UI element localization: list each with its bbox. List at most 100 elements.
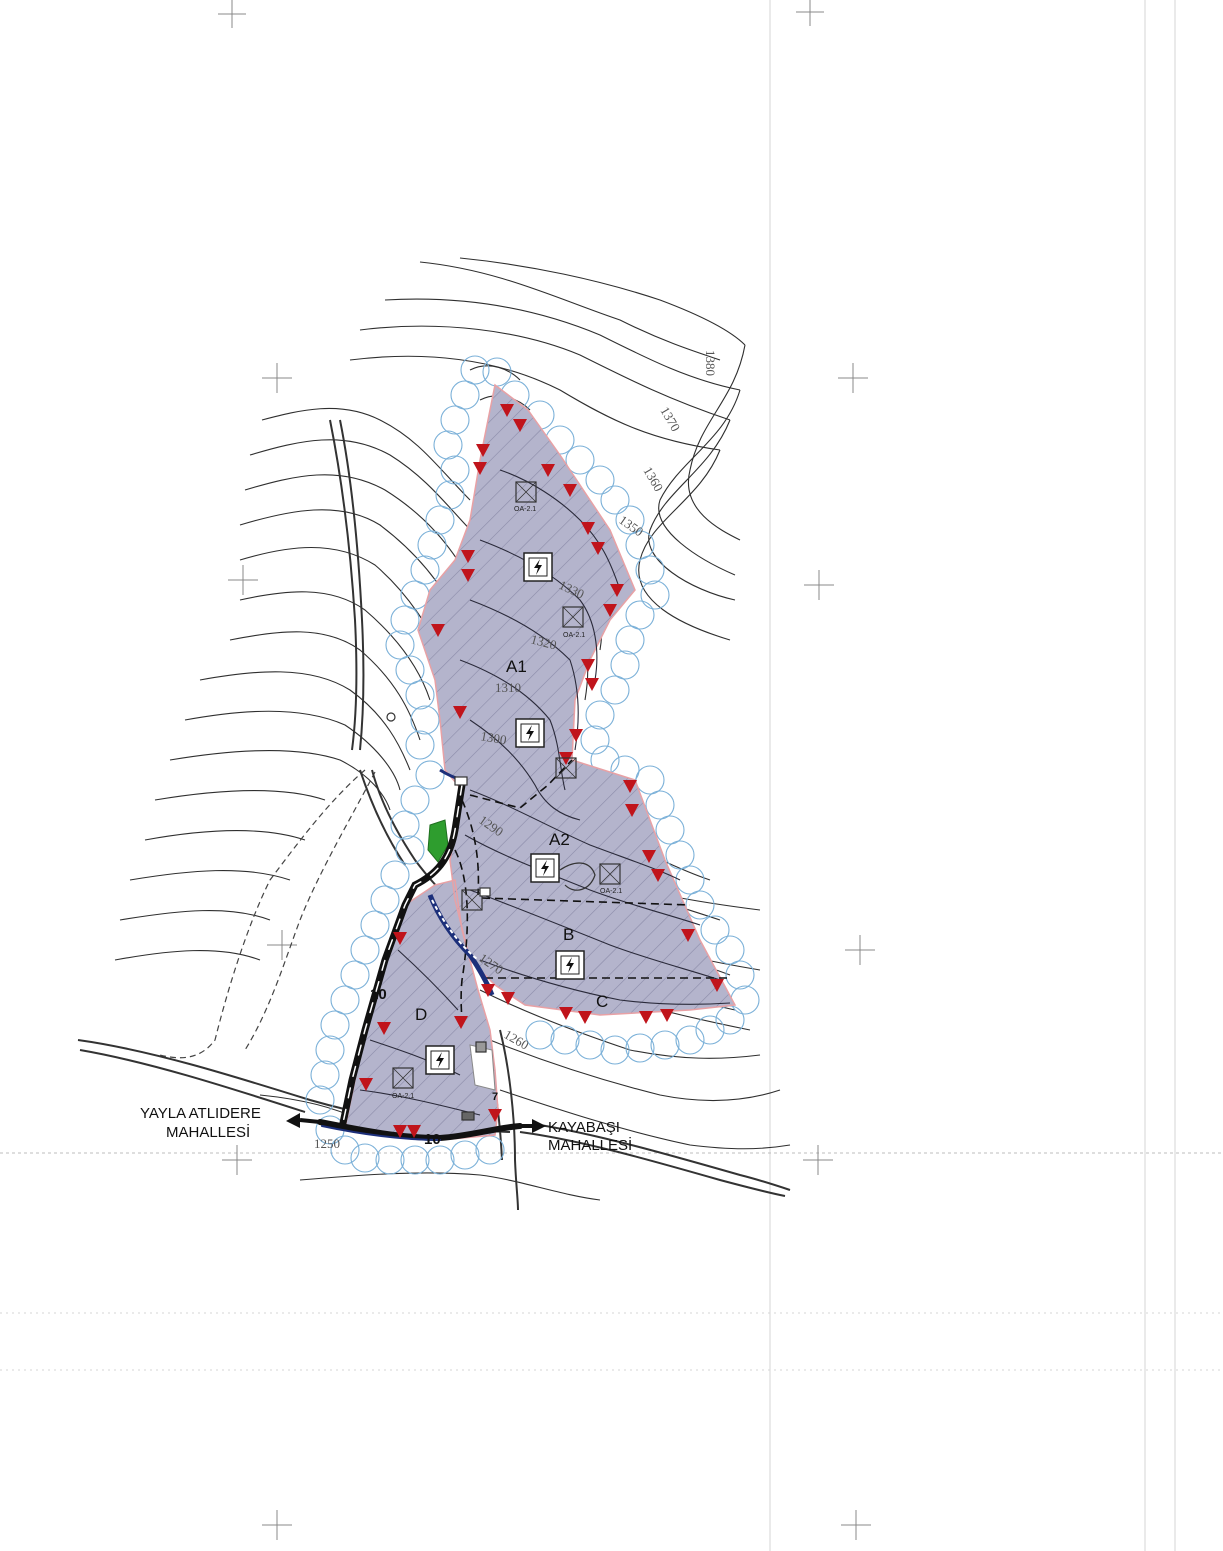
buffer-circle <box>585 700 615 730</box>
buffer-circle <box>635 765 665 795</box>
crosshair-mark <box>804 570 834 600</box>
buffer-circle <box>730 985 760 1015</box>
zone-dividers <box>454 759 730 1026</box>
buffer-circle <box>575 1030 605 1060</box>
crosshair-mark <box>845 935 875 965</box>
boundary-triangle <box>710 979 724 992</box>
buffer-circle <box>600 485 630 515</box>
buffer-circle <box>625 530 655 560</box>
boundary-triangle <box>461 569 475 582</box>
hatched-box-symbol <box>555 757 577 779</box>
buffer-circle <box>350 1143 380 1173</box>
contour-label-1370: 1370 <box>657 404 683 434</box>
contour-label-1360: 1360 <box>640 464 666 494</box>
buffer-circle <box>665 840 695 870</box>
outer-roads <box>77 419 791 1211</box>
boundary-triangles <box>359 404 724 1138</box>
buffer-circle <box>450 380 480 410</box>
buffer-circle <box>315 1035 345 1065</box>
buffer-circle <box>635 555 665 585</box>
contour-label-1250: 1250 <box>314 1136 340 1151</box>
place-label-east-2: MAHALLESİ <box>548 1136 632 1154</box>
misc-marks <box>386 712 596 1121</box>
buffer-circle <box>475 1135 505 1165</box>
buffer-circle <box>685 890 715 920</box>
buffer-circle <box>695 1015 725 1045</box>
buffer-circle <box>340 960 370 990</box>
symbol-code-3: OA-2.1 <box>600 888 622 895</box>
boundary-triangle <box>500 404 514 417</box>
boundary-triangle <box>541 464 555 477</box>
buffer-circle <box>400 1145 430 1175</box>
buffer-circle <box>410 555 440 585</box>
buffer-circle <box>580 725 610 755</box>
boundary-triangle <box>623 780 637 793</box>
buffer-circle <box>395 655 425 685</box>
site-zones <box>344 383 737 1141</box>
contour-label-1320: 1320 <box>529 631 558 652</box>
buffer-circle <box>305 1085 335 1115</box>
buffer-circle <box>645 790 675 820</box>
buffer-circle <box>640 580 670 610</box>
boundary-triangle <box>407 1125 421 1138</box>
buffer-circle <box>440 455 470 485</box>
boundary-triangle <box>625 804 639 817</box>
buffer-circle <box>565 445 595 475</box>
lightning-icon <box>425 1045 455 1075</box>
hatched-box-symbol <box>599 863 621 885</box>
boundary-triangle <box>488 1109 502 1122</box>
symbol-code-4: OA-2.1 <box>392 1093 414 1100</box>
buffer-circle <box>725 960 755 990</box>
boundary-triangle <box>569 729 583 742</box>
buffer-circle <box>585 465 615 495</box>
symbol-code-1: OA-2.1 <box>514 506 536 513</box>
buffer-circles <box>305 355 760 1175</box>
boundary-triangle <box>559 1007 573 1020</box>
lightning-icon <box>515 718 545 748</box>
contour-label-1350: 1350 <box>616 512 646 539</box>
buffer-circle <box>405 680 435 710</box>
zone-label-d: D <box>415 1005 427 1024</box>
lightning-icon <box>555 950 585 980</box>
boundary-triangle <box>431 624 445 637</box>
buffer-circle <box>320 1010 350 1040</box>
boundary-triangle <box>359 1078 373 1091</box>
lightning-icon <box>530 853 560 883</box>
buffer-circle <box>415 760 445 790</box>
crosshair-mark <box>262 1510 292 1540</box>
boundary-triangle <box>591 542 605 555</box>
boundary-triangle <box>578 1011 592 1024</box>
buffer-circle <box>525 1020 555 1050</box>
buffer-circle <box>600 675 630 705</box>
boundary-triangle <box>453 706 467 719</box>
wind-turbine-symbols <box>425 552 585 1075</box>
green-patch <box>427 819 449 863</box>
road-width-label-short: 7 <box>492 1091 498 1103</box>
hatched-box-symbols <box>392 481 621 1089</box>
lightning-icon <box>523 552 553 582</box>
place-label-west-1: YAYLA ATLIDERE <box>140 1105 261 1122</box>
buffer-circle <box>330 985 360 1015</box>
buffer-circle <box>433 430 463 460</box>
zone-label-a2: A2 <box>549 830 570 849</box>
boundary-triangle <box>660 1009 674 1022</box>
access-road <box>317 781 523 1142</box>
buffer-circle <box>650 1030 680 1060</box>
boundary-triangle <box>639 1011 653 1024</box>
crosshair-mark <box>262 363 292 393</box>
buffer-circle <box>400 785 430 815</box>
crosshair-mark <box>841 1510 871 1540</box>
buffer-circle <box>410 705 440 735</box>
buffer-circle <box>360 910 390 940</box>
buffer-circle <box>610 650 640 680</box>
boundary-triangle <box>393 932 407 945</box>
buffer-circle <box>615 505 645 535</box>
boundary-triangle <box>454 1016 468 1029</box>
symbol-code-2: OA-2.1 <box>563 632 585 639</box>
buffer-circle <box>417 530 447 560</box>
contour-label-1380: 1380 <box>703 350 718 376</box>
zone-label-b: B <box>563 925 574 944</box>
boundary-triangle <box>513 419 527 432</box>
buffer-circle <box>310 1060 340 1090</box>
